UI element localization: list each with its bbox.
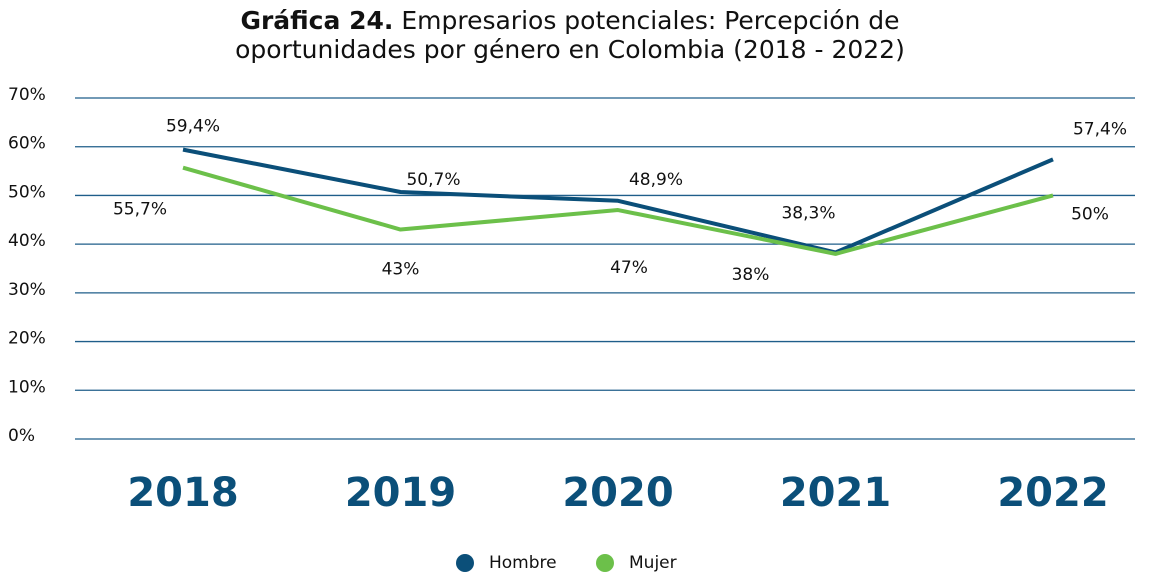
series-line xyxy=(182,147,1054,255)
y-tick-label: 30% xyxy=(8,280,46,300)
chart-title: Gráfica 24. Empresarios potenciales: Per… xyxy=(190,6,950,64)
legend-marker xyxy=(456,554,474,572)
data-label: 38,3% xyxy=(781,203,835,223)
y-tick-label: 50% xyxy=(8,182,46,202)
data-label: 43% xyxy=(382,260,420,280)
data-label: 57,4% xyxy=(1073,119,1127,139)
x-tick-label: 2020 xyxy=(562,470,673,516)
title-text: Empresarios potenciales: Percepción de o… xyxy=(235,6,905,64)
data-label: 38% xyxy=(732,265,770,285)
legend-label: Hombre xyxy=(489,553,557,573)
y-tick-label: 70% xyxy=(8,85,46,105)
y-tick-label: 20% xyxy=(8,329,46,349)
x-tick-label: 2021 xyxy=(780,470,891,516)
y-tick-label: 40% xyxy=(8,231,46,251)
data-label: 50% xyxy=(1071,204,1109,224)
x-tick-label: 2019 xyxy=(345,470,456,516)
legend-marker xyxy=(596,554,614,572)
y-tick-label: 0% xyxy=(8,426,35,446)
x-tick-label: 2022 xyxy=(997,470,1108,516)
data-label: 55,7% xyxy=(113,200,167,220)
data-label: 50,7% xyxy=(406,170,460,190)
y-tick-label: 10% xyxy=(8,377,46,397)
y-tick-label: 60% xyxy=(8,134,46,154)
legend-label: Mujer xyxy=(629,553,677,573)
title-number: Gráfica 24. xyxy=(240,6,394,35)
data-label: 47% xyxy=(610,258,648,278)
series-line xyxy=(182,165,1054,256)
data-label: 59,4% xyxy=(166,117,220,137)
data-label: 48,9% xyxy=(629,170,683,190)
x-tick-label: 2018 xyxy=(127,470,238,516)
